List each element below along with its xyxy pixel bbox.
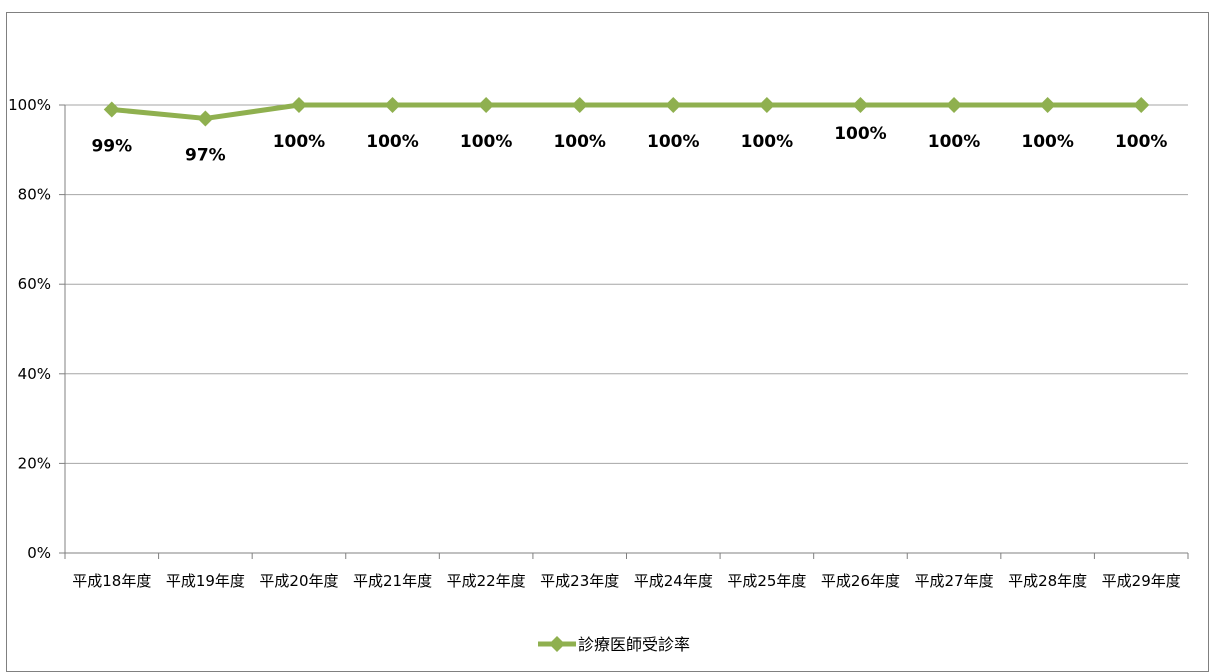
x-tick-label: 平成26年度	[821, 572, 900, 590]
legend: 診療医師受診率	[538, 635, 690, 654]
data-label: 100%	[647, 132, 700, 152]
x-tick-label: 平成28年度	[1008, 572, 1087, 590]
data-label: 100%	[741, 132, 794, 152]
data-label: 100%	[1021, 132, 1074, 152]
legend-label: 診療医師受診率	[578, 635, 690, 654]
data-point-marker	[758, 97, 775, 113]
x-tick-label: 平成21年度	[353, 572, 432, 590]
data-point-marker	[384, 97, 401, 113]
y-tick-label: 40%	[18, 365, 51, 383]
series-line	[111, 102, 1142, 121]
data-label: 100%	[273, 132, 326, 152]
data-label: 99%	[91, 136, 132, 156]
data-point-marker	[197, 110, 214, 127]
data-label: 100%	[366, 132, 419, 152]
x-axis: 平成18年度 平成19年度 平成20年度 平成21年度 平成22年度 平成23年度 平成24…	[64, 552, 1189, 590]
x-tick-label: 平成20年度	[259, 572, 338, 590]
data-point-marker	[852, 97, 869, 113]
y-axis: 0% 20% 40% 60% 80% 100%	[8, 96, 66, 562]
data-point-marker	[571, 97, 588, 113]
x-tick-label: 平成19年度	[166, 572, 245, 590]
data-point-marker	[1039, 97, 1056, 113]
legend-marker-diamond	[549, 636, 565, 652]
x-tick-label: 平成18年度	[72, 572, 151, 590]
x-tick-label: 平成24年度	[634, 572, 713, 590]
data-label: 100%	[1115, 132, 1168, 152]
data-point-marker	[290, 97, 307, 113]
data-point-marker	[103, 101, 120, 118]
data-point-marker	[946, 97, 963, 113]
data-point-marker	[665, 97, 682, 113]
gridlines	[65, 104, 1188, 464]
data-label: 100%	[928, 132, 981, 152]
y-tick-label: 20%	[18, 454, 51, 472]
y-tick-label: 100%	[8, 96, 51, 114]
y-tick-label: 60%	[18, 275, 51, 293]
data-label: 100%	[834, 124, 887, 144]
series-group: 99% 97% 100% 100% 100% 100% 100% 100% 100% 100% 10…	[91, 97, 1167, 165]
data-label: 100%	[460, 132, 513, 152]
y-tick-label: 80%	[18, 186, 51, 204]
data-label: 100%	[553, 132, 606, 152]
data-point-marker	[1133, 97, 1150, 113]
y-tick-label: 0%	[27, 544, 51, 562]
data-point-marker	[478, 97, 495, 113]
x-tick-label: 平成23年度	[540, 572, 619, 590]
x-tick-label: 平成27年度	[914, 572, 993, 590]
x-tick-label: 平成25年度	[727, 572, 806, 590]
x-tick-label: 平成22年度	[447, 572, 526, 590]
data-label: 97%	[185, 145, 226, 165]
x-tick-label: 平成29年度	[1102, 572, 1181, 590]
